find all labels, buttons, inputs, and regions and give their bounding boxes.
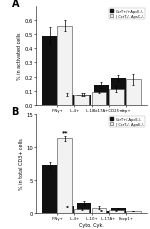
Bar xyxy=(74,95,89,105)
Text: A: A xyxy=(12,0,19,9)
Bar xyxy=(111,79,126,105)
Bar xyxy=(92,93,106,105)
Bar xyxy=(76,203,92,213)
Bar xyxy=(60,206,74,213)
Bar xyxy=(109,90,123,105)
Bar xyxy=(126,211,141,213)
Y-axis label: % in total CD3+ cells: % in total CD3+ cells xyxy=(19,138,24,190)
Bar xyxy=(126,80,141,105)
Legend: CcrT+/+ApcE-/-, | CcrT-/- ApsC-/-: CcrT+/+ApcE-/-, | CcrT-/- ApsC-/- xyxy=(109,9,145,19)
Text: **: ** xyxy=(61,129,68,134)
Bar xyxy=(57,27,72,105)
Bar xyxy=(111,208,126,213)
Bar xyxy=(42,166,57,213)
Bar xyxy=(42,36,57,105)
Legend: CcrT+/-ApcE-/-, | CcrT-/- ApoE-/-: CcrT+/-ApcE-/-, | CcrT-/- ApoE-/- xyxy=(109,116,145,127)
Bar xyxy=(94,86,109,105)
Bar xyxy=(92,208,106,213)
Bar xyxy=(74,209,89,213)
Bar xyxy=(60,95,74,105)
Bar xyxy=(76,95,92,105)
X-axis label: Cyto. Cyk.: Cyto. Cyk. xyxy=(79,222,104,227)
X-axis label: Cyto. Cyk.: Cyto. Cyk. xyxy=(79,114,104,119)
Text: B: B xyxy=(12,107,19,117)
Y-axis label: % in activated cells: % in activated cells xyxy=(17,33,22,80)
Bar xyxy=(109,210,123,213)
Bar xyxy=(57,139,72,213)
Bar xyxy=(94,211,109,213)
